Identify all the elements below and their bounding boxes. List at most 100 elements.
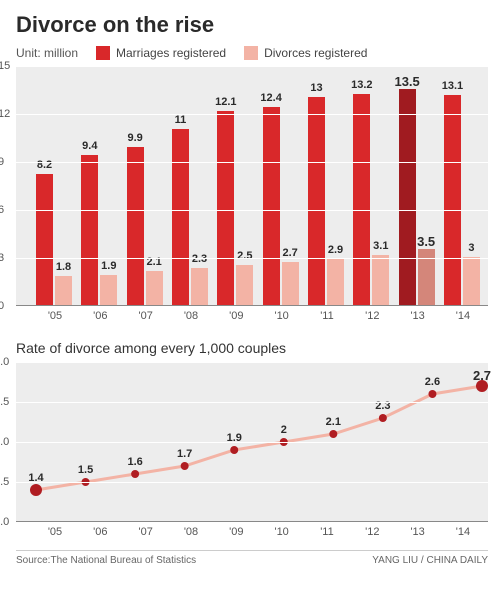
marriage-bar-label: 9.4 — [82, 140, 97, 152]
marriage-bar-label: 12.1 — [215, 96, 236, 108]
divorce-bar: 2.7 — [282, 262, 299, 305]
line-xlabel: '05 — [36, 526, 74, 538]
marriage-bar-label: 13.5 — [394, 74, 419, 89]
bar-group: 9.41.9 — [81, 155, 119, 305]
divorce-bar: 2.1 — [146, 271, 163, 305]
line-xlabel: '12 — [353, 526, 391, 538]
line-xlabel: '13 — [399, 526, 437, 538]
divorce-bar-label: 2.3 — [192, 253, 207, 265]
line-xlabel: '14 — [444, 526, 482, 538]
line-ytick-label: 1.0 — [0, 516, 9, 528]
divorce-bar-label: 1.8 — [56, 261, 71, 273]
legend-marriages-label: Marriages registered — [116, 46, 226, 60]
source-text: Source:The National Bureau of Statistics — [16, 555, 196, 566]
divorce-bar: 1.8 — [55, 276, 72, 305]
legend-divorces-label: Divorces registered — [264, 46, 367, 60]
bar-group: 13.53.5 — [399, 89, 437, 305]
marriage-bar: 11 — [172, 129, 189, 305]
rate-point-label: 1.7 — [177, 448, 192, 460]
bar-ytick-label: 3 — [0, 252, 4, 264]
marriage-bar: 13 — [308, 97, 325, 305]
rate-point — [428, 390, 436, 398]
bar-group: 13.23.1 — [353, 94, 391, 305]
line-xaxis: '05 '06 '07 '08 '09 '10 '11 '12 '13 '14 — [16, 522, 488, 538]
rate-point — [329, 430, 337, 438]
divorce-bar: 3 — [463, 257, 480, 305]
bar-group: 13.13 — [444, 95, 482, 305]
marriage-bar: 12.4 — [263, 107, 280, 305]
line-xlabel: '07 — [127, 526, 165, 538]
marriage-bar-label: 11 — [175, 114, 187, 126]
subtitle: Rate of divorce among every 1,000 couple… — [16, 340, 488, 356]
divorce-bar: 2.9 — [327, 259, 344, 305]
marriage-bar: 13.2 — [353, 94, 370, 305]
rate-point-label: 2 — [281, 424, 287, 436]
swatch-marriages — [96, 46, 110, 60]
bar-group: 12.12.5 — [217, 111, 255, 305]
marriage-bar: 8.2 — [36, 174, 53, 305]
rate-point — [131, 470, 139, 478]
line-ytick-label: 3.0 — [0, 356, 9, 368]
bar-ytick-label: 12 — [0, 108, 10, 120]
legend-divorces: Divorces registered — [244, 46, 367, 60]
marriage-bar: 9.4 — [81, 155, 98, 305]
rate-point-label: 1.5 — [78, 464, 93, 476]
bar-ytick-label: 9 — [0, 156, 4, 168]
marriage-bar-label: 13.2 — [351, 79, 372, 91]
rate-point — [379, 414, 387, 422]
divorce-bar-label: 3.1 — [373, 240, 388, 252]
line-xlabel: '09 — [217, 526, 255, 538]
line-ytick-label: 2.0 — [0, 436, 9, 448]
marriage-bar-label: 8.2 — [37, 159, 52, 171]
rate-point-label: 2.1 — [326, 416, 341, 428]
divorce-bar: 1.9 — [100, 275, 117, 305]
bar-xlabel: '05 — [36, 310, 74, 322]
divorce-bar-label: 2.5 — [237, 250, 252, 262]
bar-group: 8.21.8 — [36, 174, 74, 305]
divorce-bar-label: 3.5 — [417, 234, 435, 249]
marriage-bar: 13.5 — [399, 89, 416, 305]
rate-point — [230, 446, 238, 454]
divorce-bar: 2.3 — [191, 268, 208, 305]
bar-chart: 8.21.89.41.99.92.1112.312.12.512.42.7132… — [16, 66, 488, 306]
bar-group: 9.92.1 — [127, 147, 165, 305]
bar-xlabel: '14 — [444, 310, 482, 322]
line-xlabel: '08 — [172, 526, 210, 538]
bar-group: 132.9 — [308, 97, 346, 305]
unit-label: Unit: million — [16, 46, 78, 60]
divorce-bar-label: 3 — [468, 242, 474, 254]
line-chart: 1.41.51.61.71.922.12.32.62.7 1.01.52.02.… — [16, 362, 488, 522]
legend: Unit: million Marriages registered Divor… — [16, 46, 488, 60]
bar-xlabel: '10 — [263, 310, 301, 322]
bar-xaxis: '05'06'07'08'09'10'11'12'13'14 — [16, 306, 488, 322]
footer: Source:The National Bureau of Statistics… — [16, 550, 488, 566]
marriage-bar-label: 12.4 — [260, 92, 281, 104]
bar-xlabel: '09 — [217, 310, 255, 322]
bar-ytick-label: 0 — [0, 300, 4, 312]
rate-point-label: 2.7 — [473, 368, 491, 383]
bar-group: 112.3 — [172, 129, 210, 305]
rate-point-label: 2.6 — [425, 376, 440, 388]
bar-xlabel: '07 — [127, 310, 165, 322]
marriage-bar: 13.1 — [444, 95, 461, 305]
line-xlabel: '11 — [308, 526, 346, 538]
swatch-divorces — [244, 46, 258, 60]
bar-xlabel: '12 — [353, 310, 391, 322]
credit-text: YANG LIU / CHINA DAILY — [372, 555, 488, 566]
line-ytick-label: 2.5 — [0, 396, 9, 408]
bar-xlabel: '06 — [81, 310, 119, 322]
marriage-bar-label: 13.1 — [442, 80, 463, 92]
bar-ytick-label: 15 — [0, 60, 10, 72]
line-xlabel: '06 — [81, 526, 119, 538]
bar-xlabel: '11 — [308, 310, 346, 322]
marriage-bar-label: 13 — [310, 82, 322, 94]
marriage-bar: 9.9 — [127, 147, 144, 305]
marriage-bar: 12.1 — [217, 111, 234, 305]
rate-point-label: 1.6 — [127, 456, 142, 468]
divorce-bar: 2.5 — [236, 265, 253, 305]
divorce-bar: 3.1 — [372, 255, 389, 305]
marriage-bar-label: 9.9 — [128, 132, 143, 144]
line-ytick-label: 1.5 — [0, 476, 9, 488]
rate-point — [181, 462, 189, 470]
line-xlabel: '10 — [263, 526, 301, 538]
